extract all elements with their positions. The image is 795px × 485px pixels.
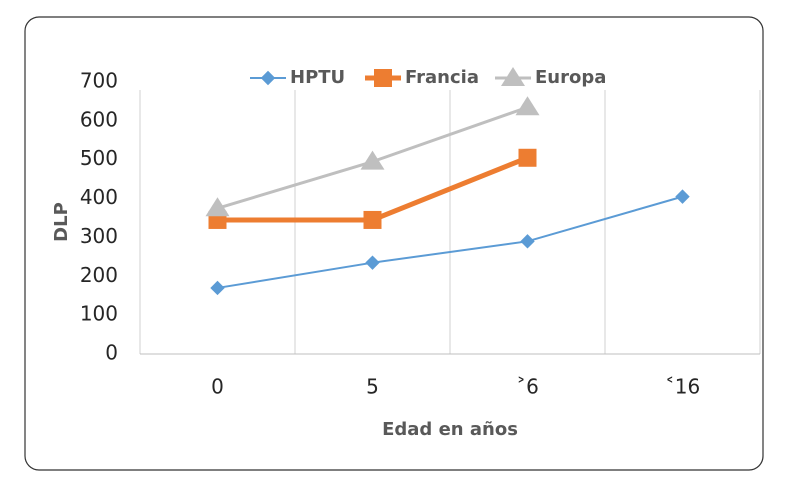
point-marker [363, 210, 382, 229]
y-tick-label: 400 [80, 185, 118, 209]
y-tick-label: 500 [80, 146, 118, 170]
x-tick-label: 0 [211, 375, 224, 399]
point-marker [675, 189, 690, 204]
x-tick-label: ˂16 [665, 375, 700, 399]
legend-label: Francia [405, 67, 479, 88]
chart-frame [24, 16, 764, 471]
legend-label: HPTU [290, 67, 345, 88]
point-marker [515, 96, 540, 116]
point-marker [205, 197, 230, 217]
legend-marker [260, 70, 276, 86]
y-tick-label: 700 [80, 69, 118, 93]
y-tick-label: 300 [80, 224, 118, 248]
legend-label: Europa [535, 67, 606, 88]
y-axis-label: DLP [51, 202, 72, 242]
point-marker [518, 148, 537, 167]
x-axis-label: Edad en años [382, 419, 518, 440]
point-marker [365, 255, 380, 270]
point-marker [520, 234, 535, 249]
legend-marker [374, 69, 392, 87]
y-tick-label: 600 [80, 107, 118, 131]
legend-marker [501, 67, 525, 86]
y-tick-label: 200 [80, 263, 118, 287]
x-tick-label: ˃6 [516, 375, 539, 399]
series-line [217, 195, 683, 289]
point-marker [360, 150, 385, 170]
y-tick-label: 100 [80, 302, 118, 326]
point-marker [210, 280, 225, 296]
y-tick-label: 0 [105, 341, 118, 365]
x-tick-label: 5 [366, 375, 379, 399]
